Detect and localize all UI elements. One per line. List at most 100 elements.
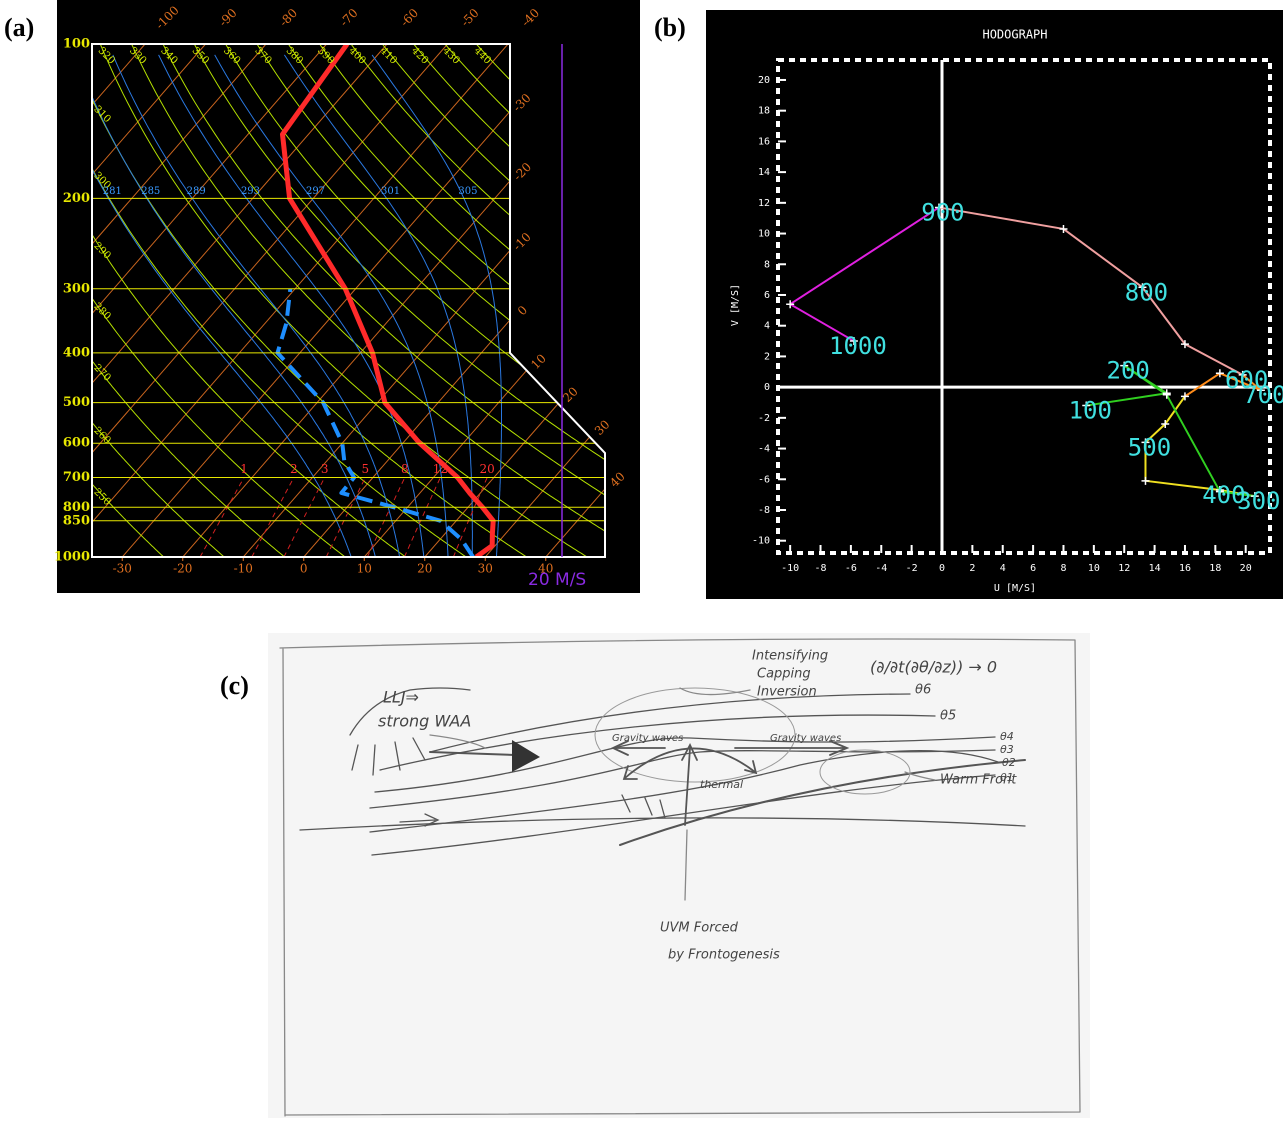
isotherm: [242, 44, 605, 557]
y-tick-label: 600: [63, 436, 90, 451]
y-tick-label: 200: [63, 191, 90, 206]
chart-title: HODOGRAPH: [982, 28, 1047, 42]
hodograph-point: [1215, 487, 1224, 496]
sun: [349, 687, 471, 736]
hodograph-segment: [1184, 343, 1244, 376]
hodograph-segment: [1123, 364, 1168, 395]
y-tick-label: 12: [758, 198, 770, 209]
level-label: 700: [1243, 381, 1283, 409]
x-tick-label: 0: [300, 562, 308, 576]
y-tick-label: 400: [63, 345, 90, 360]
y-tick-label: 300: [63, 281, 90, 296]
dry-adiabat: [156, 44, 605, 557]
hodograph-segment: [1144, 423, 1166, 444]
hodograph-point: [1238, 370, 1247, 379]
panel-label: (c): [220, 671, 249, 700]
hodograph-point: [1141, 476, 1150, 485]
hodograph-point: [1180, 340, 1189, 349]
hodograph-point: [1138, 283, 1147, 292]
isotherm: [484, 44, 605, 557]
x-tick-label: 12: [1118, 563, 1130, 574]
x-tick-label: 4: [1000, 563, 1006, 574]
y-tick-label: 800: [63, 500, 90, 515]
hodograph-segment: [938, 206, 1064, 230]
dry-adiabat: [218, 44, 605, 557]
annotation: Warm Front: [940, 773, 1017, 788]
y-tick-label: 100: [63, 37, 90, 52]
y-axis-title: V [M/S]: [730, 284, 741, 326]
x-tick-label: 14: [1149, 563, 1161, 574]
hodograph-point: [1161, 419, 1170, 428]
mixing-ratio-label: 2: [290, 462, 298, 476]
y-tick-label: -10: [752, 536, 770, 547]
wind-scale-label: 20 M/S: [528, 570, 586, 590]
hodograph-point: [1180, 392, 1189, 401]
y-tick-label: 0: [764, 382, 770, 393]
hodograph-segment: [1145, 479, 1221, 492]
theta-label: θ1: [1000, 771, 1014, 784]
y-tick-label: 1000: [54, 550, 90, 565]
y-tick-label: 14: [758, 167, 770, 178]
hodograph-point: [1162, 389, 1171, 398]
mixing-ratio-label: 12: [433, 462, 448, 476]
panel-label: (a): [4, 13, 34, 42]
level-label: 1000: [829, 332, 887, 360]
annotation: Gravity waves: [612, 733, 683, 744]
level-label: 800: [1125, 278, 1168, 306]
isotherm: [92, 44, 509, 557]
hodograph-point: [1215, 369, 1224, 378]
level-label: 300: [1237, 487, 1280, 515]
x-tick-label: -8: [814, 563, 826, 574]
level-label: 100: [1069, 397, 1112, 425]
leader-line: [684, 829, 688, 901]
isotherm: [92, 44, 327, 557]
hodograph-segment: [1086, 392, 1167, 407]
y-tick-label: -6: [758, 474, 770, 485]
isentrope: [379, 714, 936, 771]
leader-line: [904, 771, 936, 781]
level-label: 600: [1225, 366, 1268, 394]
x-tick-label: 20: [1240, 563, 1252, 574]
ground: [299, 817, 1026, 831]
hodograph-segment: [1184, 372, 1221, 398]
dewpoint-profile: [275, 288, 475, 557]
llj-arrowhead: [512, 740, 540, 772]
dry-adiabat: [92, 44, 483, 557]
dry-adiabat: [92, 44, 176, 557]
mixing-ratio-label: 1: [240, 462, 248, 476]
subsidence-arrows: [621, 794, 666, 819]
x-tick-label: -30: [113, 562, 132, 576]
x-tick-label: -4: [875, 563, 887, 574]
moist-adiabat-label: 305: [458, 186, 477, 197]
moist-adiabat-label: 293: [241, 186, 260, 197]
formula: (∂/∂t(∂θ/∂z)) → 0: [870, 658, 997, 677]
hodograph-point: [1059, 224, 1068, 233]
hodograph-chart: HODOGRAPH-10 -8 -6 -4 -2 0 2 4 6 8 10 12 14 16 18 20-10…: [730, 28, 1283, 595]
isentrope: [374, 736, 996, 793]
level-label: 400: [1202, 481, 1245, 509]
y-tick-label: 16: [758, 136, 770, 147]
mixing-ratio-label: 8: [401, 462, 409, 476]
gravity-wave-arrow: [734, 740, 850, 756]
y-tick-label: 850: [63, 513, 90, 528]
hodograph-segment: [789, 206, 940, 306]
hodograph-point: [1256, 386, 1265, 395]
moist-adiabat-label: 281: [103, 186, 122, 197]
y-tick-label: 4: [764, 321, 770, 332]
isotherm: [92, 44, 206, 557]
dry-adiabat: [249, 44, 605, 557]
y-tick-label: 6: [764, 290, 770, 301]
x-tick-label: 6: [1030, 563, 1036, 574]
y-tick-label: 2: [764, 351, 770, 362]
isentrope: [369, 749, 996, 809]
dry-adiabat: [280, 44, 605, 557]
y-tick-label: 10: [758, 229, 770, 240]
dry-adiabat: [92, 44, 422, 557]
theta-label: θ2: [1002, 756, 1016, 769]
front-circle: [819, 749, 911, 795]
isotherm: [424, 44, 605, 557]
hodograph-point: [1250, 492, 1259, 501]
y-tick-label: 500: [63, 395, 90, 410]
leader-line: [679, 687, 751, 696]
annotation: Inversion: [757, 685, 817, 700]
